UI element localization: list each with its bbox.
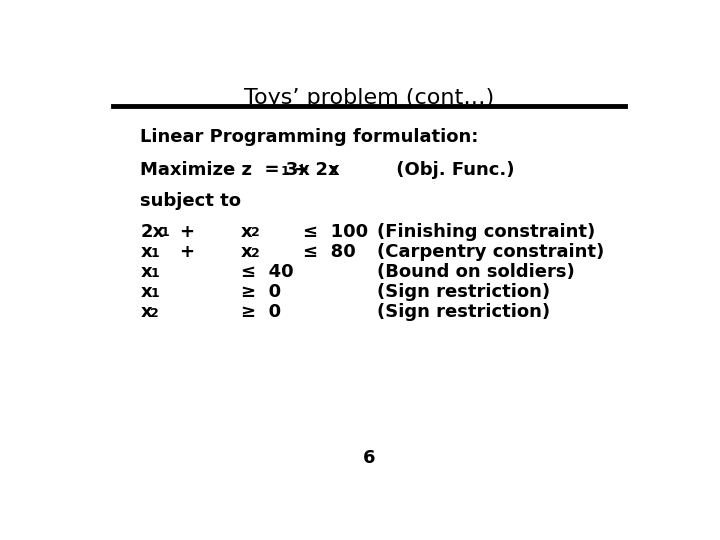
Text: x: x — [140, 283, 152, 301]
Text: Linear Programming formulation:: Linear Programming formulation: — [140, 128, 479, 146]
Text: 1: 1 — [150, 287, 159, 300]
Text: ≤  80: ≤ 80 — [303, 242, 356, 261]
Text: 2x: 2x — [140, 222, 164, 241]
Text: +: + — [179, 222, 194, 241]
Text: (Carpentry constraint): (Carpentry constraint) — [377, 242, 604, 261]
Text: ≤  40: ≤ 40 — [241, 262, 294, 281]
Text: 1: 1 — [150, 267, 159, 280]
Text: x: x — [241, 242, 253, 261]
Text: (Bound on soldiers): (Bound on soldiers) — [377, 262, 575, 281]
Text: ≥  0: ≥ 0 — [241, 303, 282, 321]
Text: (Obj. Func.): (Obj. Func.) — [365, 161, 515, 179]
Text: Maximize z  = 3x: Maximize z = 3x — [140, 161, 310, 179]
Text: x: x — [140, 242, 152, 261]
Text: x: x — [140, 303, 152, 321]
Text: ≤  100: ≤ 100 — [303, 222, 368, 241]
Text: 6: 6 — [363, 449, 375, 467]
Text: +: + — [179, 242, 194, 261]
Text: ≥  0: ≥ 0 — [241, 283, 282, 301]
Text: 1: 1 — [150, 247, 159, 260]
Text: subject to: subject to — [140, 192, 241, 210]
Text: Toys’ problem (cont…): Toys’ problem (cont…) — [244, 88, 494, 108]
Text: 1: 1 — [281, 165, 289, 178]
Text: x: x — [140, 262, 152, 281]
Text: x: x — [241, 222, 253, 241]
Text: 2: 2 — [251, 247, 260, 260]
Text: 1: 1 — [161, 226, 169, 240]
Text: 2: 2 — [150, 307, 159, 320]
Text: (Sign restriction): (Sign restriction) — [377, 303, 550, 321]
Text: 2: 2 — [251, 226, 260, 240]
Text: (Finishing constraint): (Finishing constraint) — [377, 222, 595, 241]
Text: 2: 2 — [330, 165, 338, 178]
Text: (Sign restriction): (Sign restriction) — [377, 283, 550, 301]
Text: + 2x: + 2x — [287, 161, 339, 179]
